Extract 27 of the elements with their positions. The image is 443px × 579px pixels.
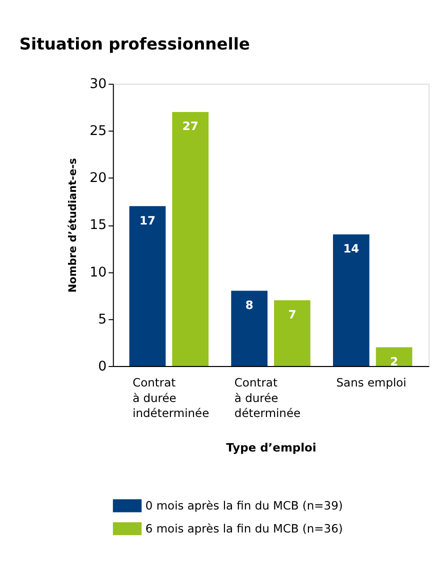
bar — [231, 290, 268, 366]
x-tick-label: Contrat à durée indéterminée — [132, 376, 210, 420]
x-tick-label: Contrat à durée déterminée — [234, 376, 301, 420]
data-label: 2 — [390, 354, 398, 368]
y-tick-label: 25 — [90, 124, 107, 140]
y-tick-label: 10 — [90, 265, 107, 280]
bar — [129, 206, 166, 366]
data-label: 17 — [139, 213, 156, 228]
y-axis-title: Nombre d’étudiant-e-s — [67, 158, 80, 293]
x-axis-title: Type d’emploi — [226, 440, 316, 455]
y-tick-label: 20 — [90, 171, 107, 186]
bar — [172, 112, 209, 366]
data-label: 27 — [182, 119, 198, 134]
bar — [376, 347, 412, 366]
legend-label: 0 mois après la fin du MCB (n=39) — [145, 498, 343, 513]
y-tick-label: 5 — [98, 312, 107, 328]
data-label: 8 — [245, 298, 254, 312]
y-tick-label: 30 — [90, 77, 107, 92]
bar — [274, 300, 310, 366]
y-tick-label: 0 — [98, 359, 107, 374]
data-label: 14 — [343, 242, 360, 256]
x-tick-label: Sans emploi — [336, 376, 406, 390]
bar — [333, 234, 370, 366]
legend-label: 6 mois après la fin du MCB (n=36) — [145, 522, 343, 536]
data-label: 7 — [288, 307, 296, 322]
y-tick-label: 15 — [90, 218, 107, 234]
chart-title: Situation professionnelle — [19, 34, 250, 54]
